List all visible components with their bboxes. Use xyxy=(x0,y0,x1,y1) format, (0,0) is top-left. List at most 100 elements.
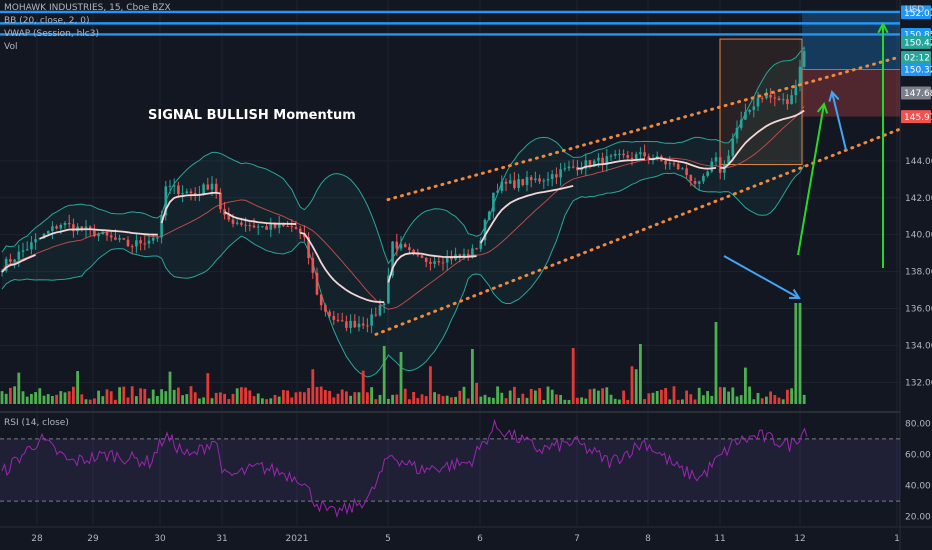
candle-body xyxy=(261,226,264,228)
volume-bar xyxy=(748,386,751,404)
candle-body xyxy=(13,259,16,262)
volume-bar xyxy=(416,398,420,404)
candle-body xyxy=(97,234,100,237)
candle-body xyxy=(618,153,621,155)
volume-bar xyxy=(672,386,676,404)
time-axis[interactable]: 28 29 30 31 2021 5 6 7 8 11 12 1 xyxy=(31,534,900,544)
candle-body xyxy=(571,166,575,168)
volume-bar xyxy=(630,366,634,404)
volume-bar xyxy=(592,388,596,404)
candle-body xyxy=(252,225,256,228)
volume-bar xyxy=(374,399,378,404)
candle-body xyxy=(210,183,214,190)
candle-body xyxy=(731,138,735,156)
candle-body xyxy=(189,191,193,194)
candle-body xyxy=(588,160,592,167)
volume-bar xyxy=(504,398,508,404)
volume-bar xyxy=(676,399,680,404)
volume-bar xyxy=(97,390,100,404)
volume-bar xyxy=(286,390,289,404)
time-tick-label: 12 xyxy=(794,534,805,544)
candle-body xyxy=(84,226,88,230)
candle-body xyxy=(185,191,189,194)
candle-body xyxy=(718,157,722,173)
candle-body xyxy=(508,180,512,184)
candle-body xyxy=(290,226,294,228)
volume-bar xyxy=(315,386,319,404)
candle-body xyxy=(324,305,327,312)
vol-legend[interactable]: Vol xyxy=(4,42,18,52)
candle-body xyxy=(147,240,151,244)
rsi-legend[interactable]: RSI (14, close) xyxy=(4,418,69,428)
price-label-text: 150.32 xyxy=(904,66,932,76)
candle-body xyxy=(735,127,739,139)
volume-bar xyxy=(88,399,92,404)
candle-body xyxy=(387,275,390,304)
volume-bar xyxy=(588,389,592,404)
price-tick-label: 140.00 xyxy=(905,231,932,241)
candle-body xyxy=(72,224,75,232)
volume-bar xyxy=(361,370,365,404)
candle-body xyxy=(193,193,197,195)
annotation-arrows[interactable] xyxy=(723,21,889,300)
candle-body xyxy=(349,320,352,328)
volume-bar xyxy=(525,397,529,404)
candle-body xyxy=(244,224,247,226)
volume-bar xyxy=(378,394,382,404)
volume-bar xyxy=(723,387,726,404)
volume-bar xyxy=(80,394,84,404)
volume-bar xyxy=(118,387,121,404)
candle-body xyxy=(88,226,92,229)
volume-bar xyxy=(601,388,604,404)
volume-bar xyxy=(664,388,667,404)
volume-bar xyxy=(193,392,197,404)
volume-bar xyxy=(160,389,163,404)
candle-body xyxy=(408,247,411,250)
volume-bar xyxy=(202,397,205,404)
candle-body xyxy=(529,177,533,181)
candle-body xyxy=(546,179,550,181)
candle-body xyxy=(790,95,793,105)
bb-legend[interactable]: BB (20, close, 2, 0) xyxy=(4,16,90,26)
candle-body xyxy=(727,155,730,165)
candle-body xyxy=(256,226,260,228)
candle-body xyxy=(109,235,113,238)
signal-annotation[interactable]: SIGNAL BULLISH Momentum xyxy=(148,108,356,123)
vwap-legend[interactable]: VWAP (Session, hlc3) xyxy=(4,29,99,39)
volume-bar xyxy=(639,344,642,404)
candle-body xyxy=(668,163,672,165)
symbol-legend[interactable]: MOHAWK INDUSTRIES, 15, Cboe BZX xyxy=(4,3,171,13)
volume-bar xyxy=(13,386,16,404)
volume-bar xyxy=(538,388,541,404)
candle-body xyxy=(353,320,357,328)
volume-bar xyxy=(437,394,441,404)
candle-body xyxy=(500,181,504,191)
currency-label: USD xyxy=(905,5,925,15)
volume-bar xyxy=(689,394,693,404)
price-label-box xyxy=(901,51,931,65)
candle-body xyxy=(429,261,432,264)
volume-bar xyxy=(164,391,168,404)
candle-body xyxy=(114,237,117,240)
volume-bar xyxy=(151,389,155,404)
volume-bar xyxy=(790,388,793,404)
candle-body xyxy=(30,242,33,250)
candle-body xyxy=(802,51,806,67)
volume-bar xyxy=(366,392,369,404)
candle-body xyxy=(67,223,71,225)
trend-channel[interactable] xyxy=(374,55,902,336)
volume-bar xyxy=(382,346,386,404)
candle-body xyxy=(445,256,449,263)
volume-bar xyxy=(298,391,302,404)
price-axis[interactable]: 132.00 134.00 136.00 138.00 140.00 142.00 144.… xyxy=(901,5,932,388)
volume-bar xyxy=(693,399,697,404)
volume-bar xyxy=(126,397,130,404)
candle-body xyxy=(151,237,155,241)
volume-bar xyxy=(727,391,730,404)
volume-bar xyxy=(244,387,247,404)
volume-bar xyxy=(471,349,474,404)
volume-bar xyxy=(714,322,718,404)
candle-body xyxy=(714,157,718,162)
candle-body xyxy=(496,190,499,193)
